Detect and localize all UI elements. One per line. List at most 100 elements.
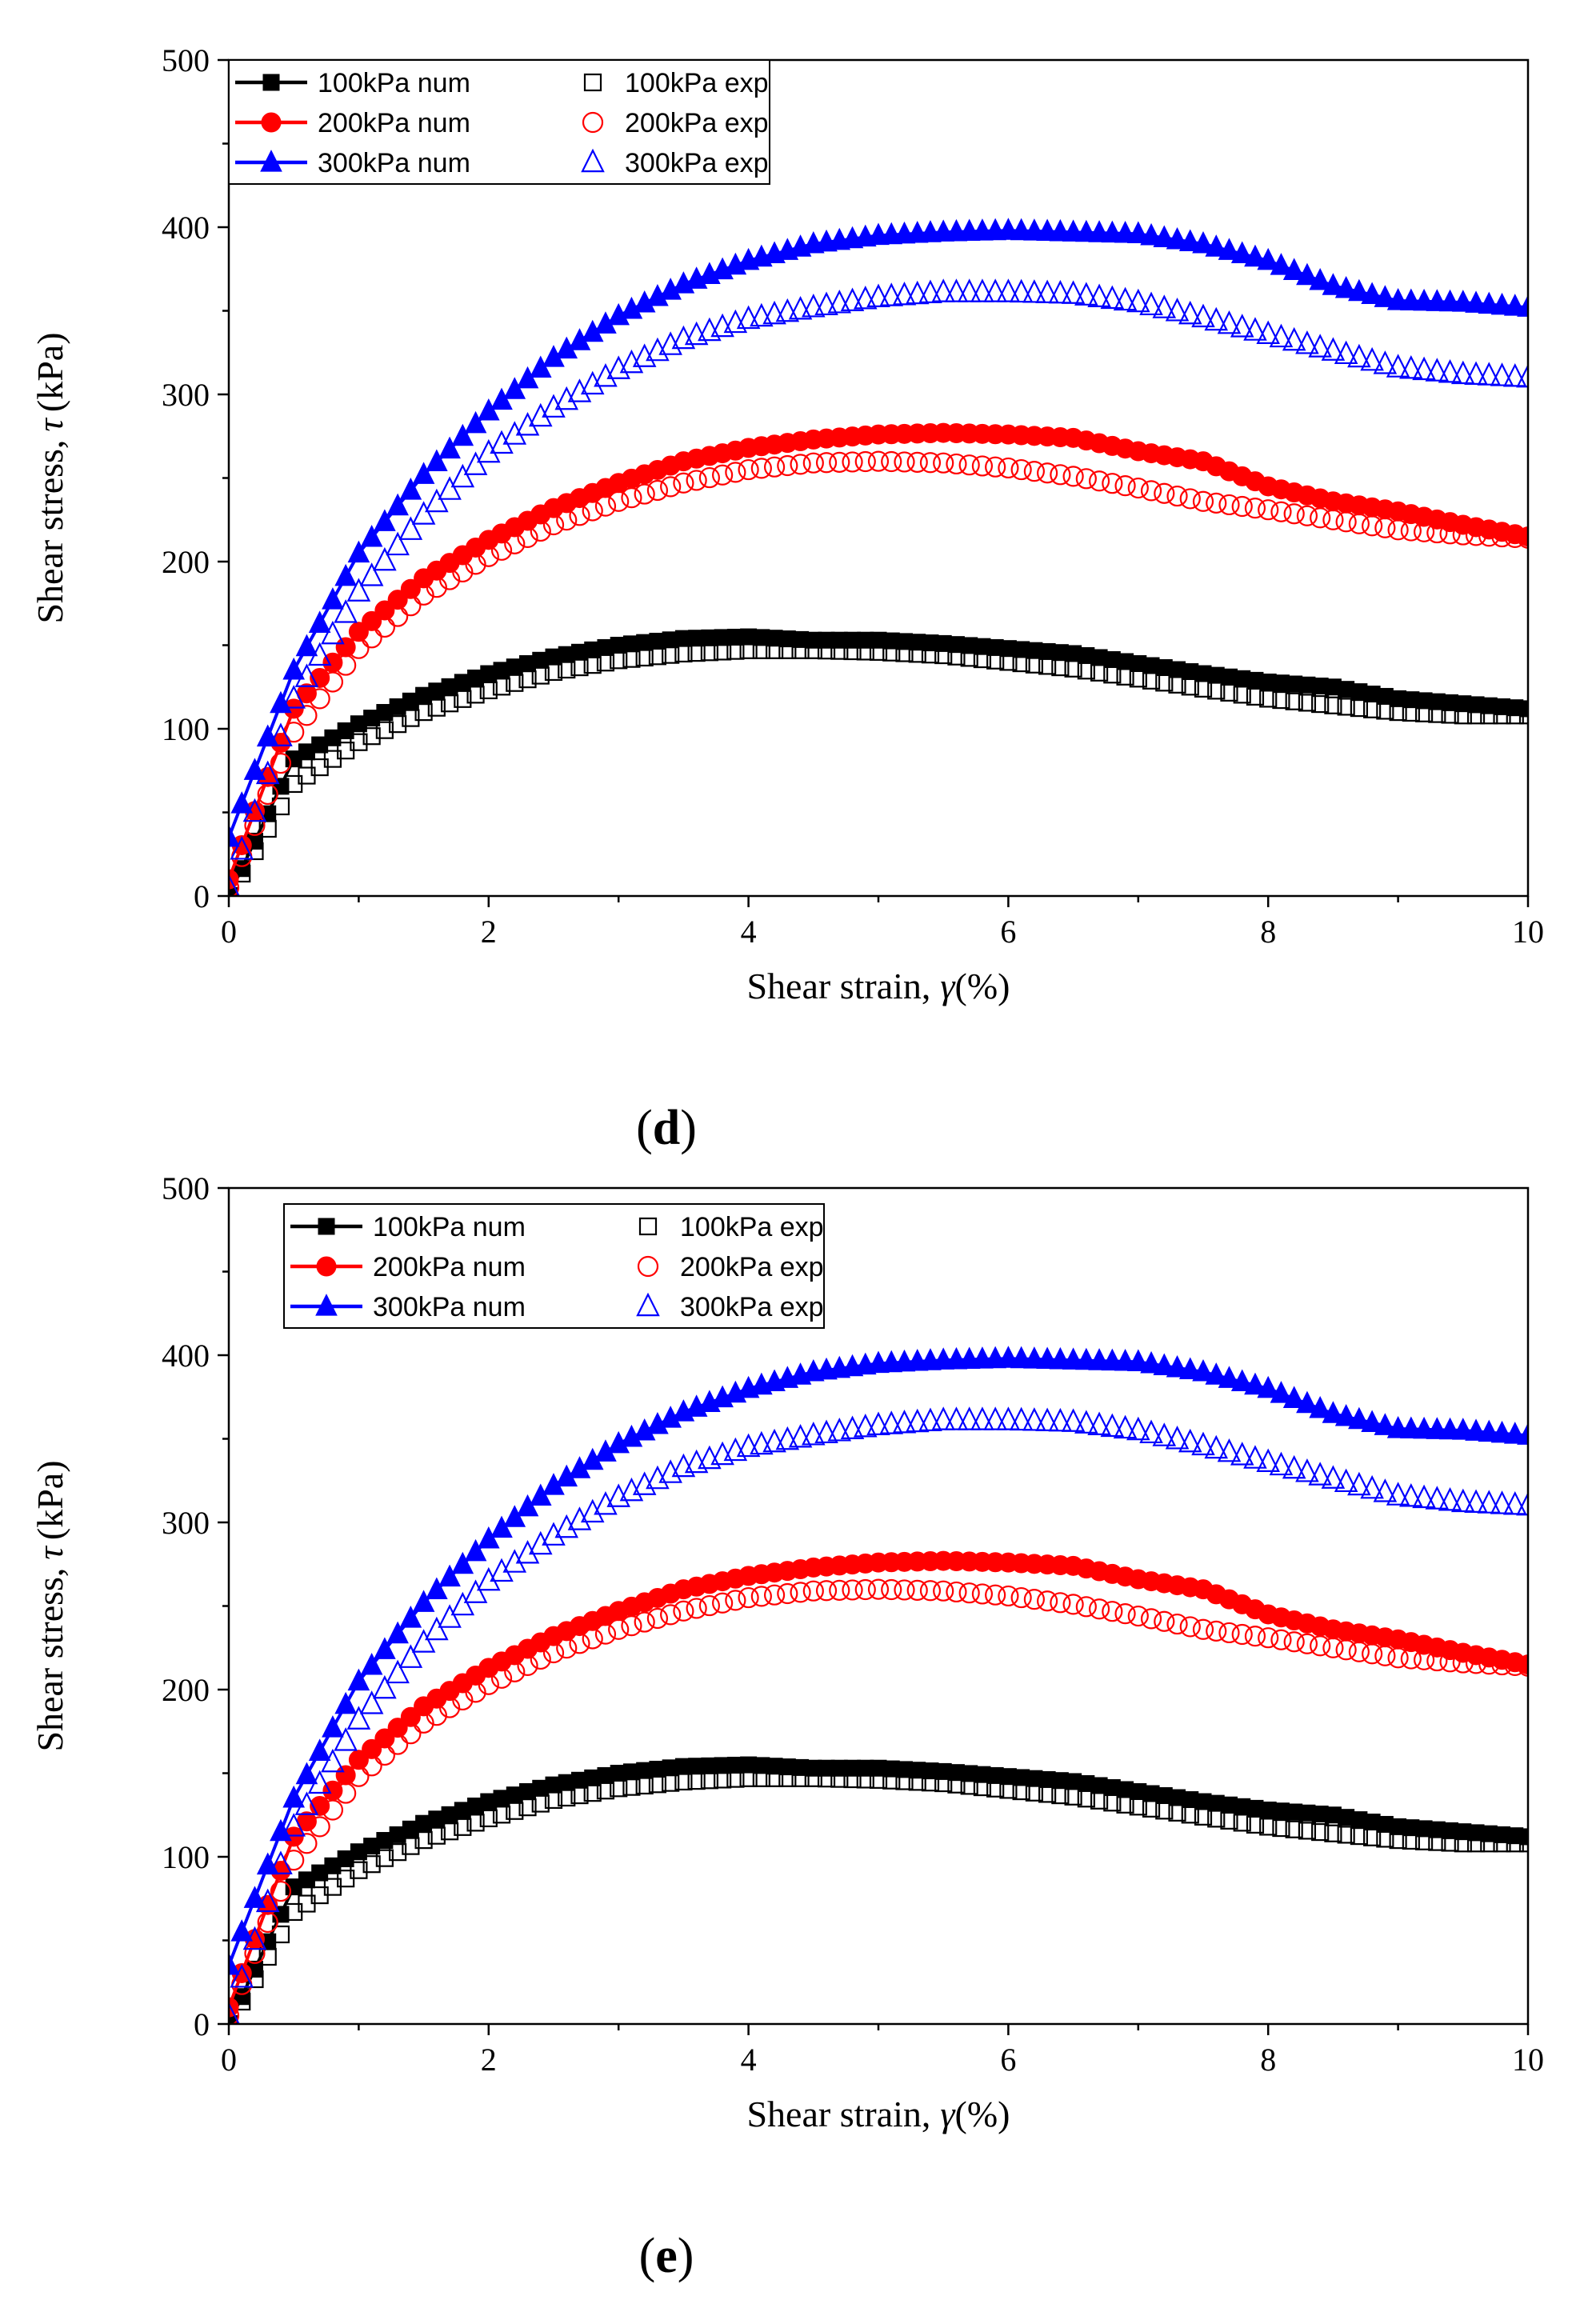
legend-marker [583,73,602,92]
data-point [791,1769,810,1787]
data-point [1283,503,1305,525]
data-point [1230,1442,1254,1466]
data-point [931,278,955,302]
data-point [295,634,318,657]
data-point [960,649,978,667]
data-point [946,1581,967,1603]
legend-marker [318,1218,335,1235]
legend-label: 200kPa num [373,1252,526,1282]
data-point [400,1723,422,1745]
data-point [478,546,499,567]
x-tick-label: 8 [1260,2042,1276,2078]
data-point [1350,698,1368,718]
data-point [1363,700,1382,718]
y-tick-label: 300 [162,377,210,413]
data-point [518,670,537,689]
data-point [1465,1418,1487,1441]
panel-caption-letter: e [655,2229,678,2283]
data-point [971,455,994,477]
data-point [1270,1629,1292,1650]
data-point [840,1415,865,1440]
data-point [542,514,565,536]
data-point [1438,1486,1462,1511]
data-point [282,1813,306,1837]
data-point [465,554,486,575]
data-point [1022,1407,1046,1431]
data-point [1102,473,1123,494]
data-point [1452,1652,1474,1674]
data-point [985,456,1006,478]
data-point [1022,279,1046,303]
data-point [1426,1650,1448,1672]
data-point [1166,1354,1189,1378]
data-point [1061,280,1086,304]
data-point [1269,323,1294,348]
data-point [1074,1410,1098,1434]
data-point [802,1422,826,1446]
data-point [1103,666,1122,684]
data-point [1361,282,1383,305]
data-point [712,1592,734,1614]
data-point [464,1538,487,1562]
data-point [400,1706,421,1727]
data-point [374,1744,395,1766]
data-point [295,1762,318,1785]
data-point [582,500,603,522]
data-point [334,1727,358,1751]
panel-caption: (d) [636,1101,697,1155]
data-point [1205,234,1228,257]
data-point [765,641,784,659]
data-point [1272,690,1290,710]
data-point [662,646,680,664]
data-point [1155,1802,1174,1820]
data-point [1413,1649,1435,1670]
data-point [515,1540,540,1564]
data-point [1504,526,1526,549]
data-point [1062,1594,1084,1615]
data-point [1386,354,1410,378]
data-point [1103,1794,1122,1812]
data-point [788,1423,813,1448]
data-point [426,449,448,472]
data-point [360,1652,383,1675]
data-point [1348,513,1370,534]
x-tick-label: 6 [1000,914,1016,950]
y-tick-label: 0 [194,2006,210,2042]
data-point [1270,253,1293,275]
data-point [1037,1590,1058,1612]
data-point [517,1654,538,1677]
data-point [1490,1490,1514,1514]
data-point [1347,343,1371,368]
data-point [360,524,383,547]
data-point [452,561,474,583]
data-point [1439,523,1461,545]
data-point [398,516,423,540]
data-point [1230,314,1254,338]
legend-item: 300kPa num [290,1292,526,1322]
legend-label: 300kPa num [318,148,470,178]
data-point [386,1659,410,1684]
data-point [1360,346,1384,371]
data-point [1179,1616,1201,1638]
data-point [1088,470,1110,492]
y-axis-symbol: τ [30,418,70,432]
data-point [621,1615,642,1637]
data-point [646,1607,669,1630]
data-point [869,1770,888,1789]
data-point [334,563,357,586]
x-tick-label: 2 [481,2042,497,2078]
y-tick-label: 500 [162,1170,210,1206]
data-point [1220,683,1238,702]
data-point [1114,1603,1136,1625]
data-point [556,510,578,531]
data-point [1335,1639,1357,1661]
data-point [1126,1416,1150,1441]
data-point [270,752,292,774]
data-point [1204,306,1229,331]
data-point [1334,1403,1358,1426]
data-point [1272,1818,1290,1838]
data-point [856,1770,874,1789]
data-point [1337,698,1355,716]
data-point [269,1850,293,1874]
data-point [1233,686,1251,704]
